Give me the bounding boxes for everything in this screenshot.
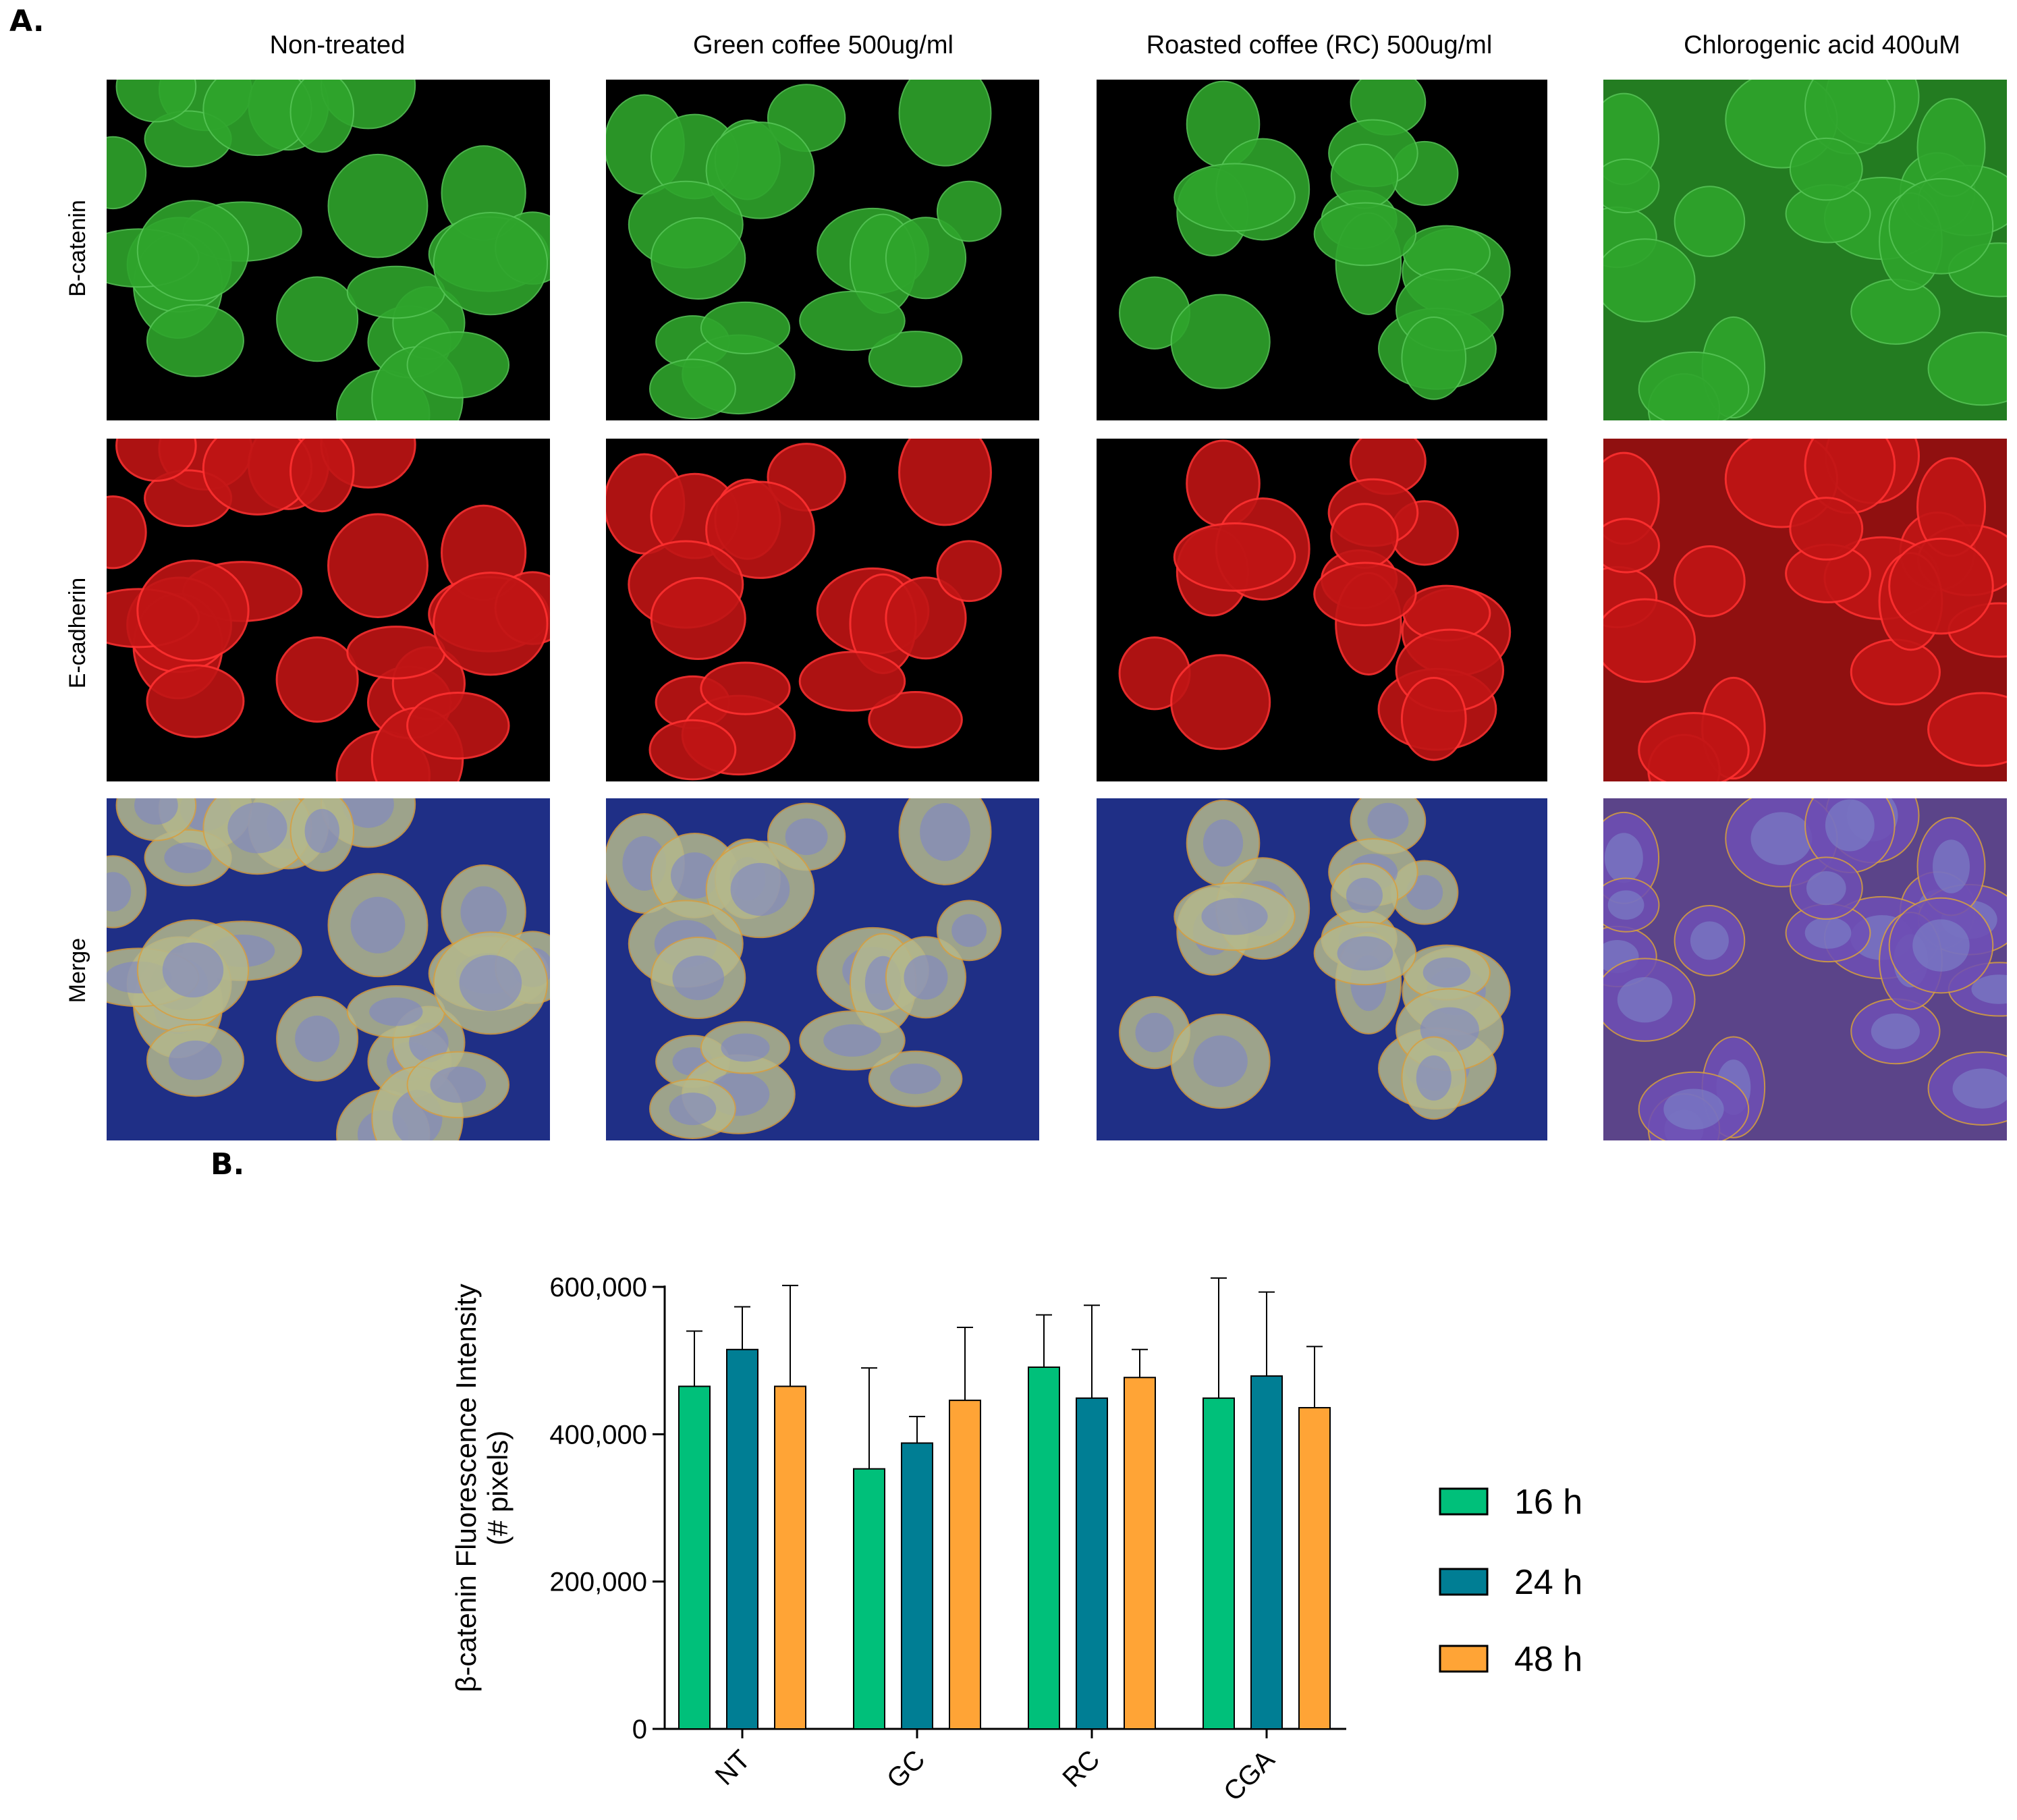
x-tick-label-nt: NT	[710, 1744, 756, 1791]
column-title-chlorogenic-acid: Chlorogenic acid 400uM	[1684, 31, 1960, 59]
bar-rc-0	[1028, 1366, 1060, 1730]
micrograph-b-catenin-green-coffee	[606, 80, 1039, 420]
micrograph-merge-chlorogenic-acid	[1603, 798, 2007, 1140]
x-tick-label-cga: CGA	[1218, 1744, 1281, 1807]
legend-swatch-2	[1439, 1645, 1489, 1673]
micrograph-e-cadherin-chlorogenic-acid	[1603, 439, 2007, 781]
bar-nt-1	[726, 1348, 758, 1730]
micrograph-b-catenin-roasted-coffee	[1097, 80, 1547, 420]
micrograph-merge-green-coffee	[606, 798, 1039, 1140]
x-tick-label-rc: RC	[1057, 1744, 1105, 1793]
panel-b-label: B.	[211, 1147, 245, 1182]
y-tick-label: 600,000	[549, 1273, 647, 1302]
chart-error-bars	[686, 1277, 1323, 1469]
legend-label-1: 24 h	[1514, 1563, 1582, 1602]
y-axis-label: β-catenin Fluorescence Intensity	[450, 1284, 482, 1692]
bar-gc-0	[853, 1468, 885, 1730]
bar-cga-1	[1250, 1375, 1283, 1730]
chart-bars	[678, 1348, 1331, 1730]
y-axis-label-units: (# pixels)	[482, 1431, 514, 1545]
micrograph-merge-non-treated	[107, 798, 550, 1140]
column-title-green-coffee: Green coffee 500ug/ml	[693, 31, 954, 59]
column-title-non-treated: Non-treated	[269, 31, 406, 59]
column-title-roasted-coffee: Roasted coffee (RC) 500ug/ml	[1146, 31, 1493, 59]
x-tick-label-gc: GC	[881, 1744, 931, 1794]
y-tick-label: 200,000	[549, 1568, 647, 1597]
bar-nt-0	[678, 1385, 711, 1730]
legend-label-0: 16 h	[1514, 1483, 1582, 1522]
bar-cga-2	[1298, 1407, 1331, 1730]
y-tick-label: 0	[632, 1715, 647, 1744]
micrograph-b-catenin-non-treated	[107, 80, 550, 420]
panel-a-label: A.	[9, 4, 45, 38]
micrograph-e-cadherin-non-treated	[107, 439, 550, 781]
chart-axes	[663, 1286, 1346, 1730]
bar-gc-2	[949, 1400, 981, 1730]
chart-legend: 16 h 24 h 48 h	[1439, 1483, 1582, 1679]
bar-rc-2	[1124, 1377, 1156, 1730]
legend-label-2: 48 h	[1514, 1640, 1582, 1679]
bar-cga-0	[1203, 1397, 1235, 1730]
legend-swatch-0	[1439, 1487, 1489, 1516]
y-tick-label: 400,000	[549, 1420, 647, 1450]
bar-rc-1	[1076, 1397, 1108, 1730]
micrograph-e-cadherin-roasted-coffee	[1097, 439, 1547, 781]
micrograph-b-catenin-chlorogenic-acid	[1603, 80, 2007, 420]
bar-gc-1	[901, 1442, 933, 1730]
micrograph-e-cadherin-green-coffee	[606, 439, 1039, 781]
legend-swatch-1	[1439, 1568, 1489, 1596]
micrograph-merge-roasted-coffee	[1097, 798, 1547, 1140]
bar-nt-2	[774, 1385, 806, 1730]
